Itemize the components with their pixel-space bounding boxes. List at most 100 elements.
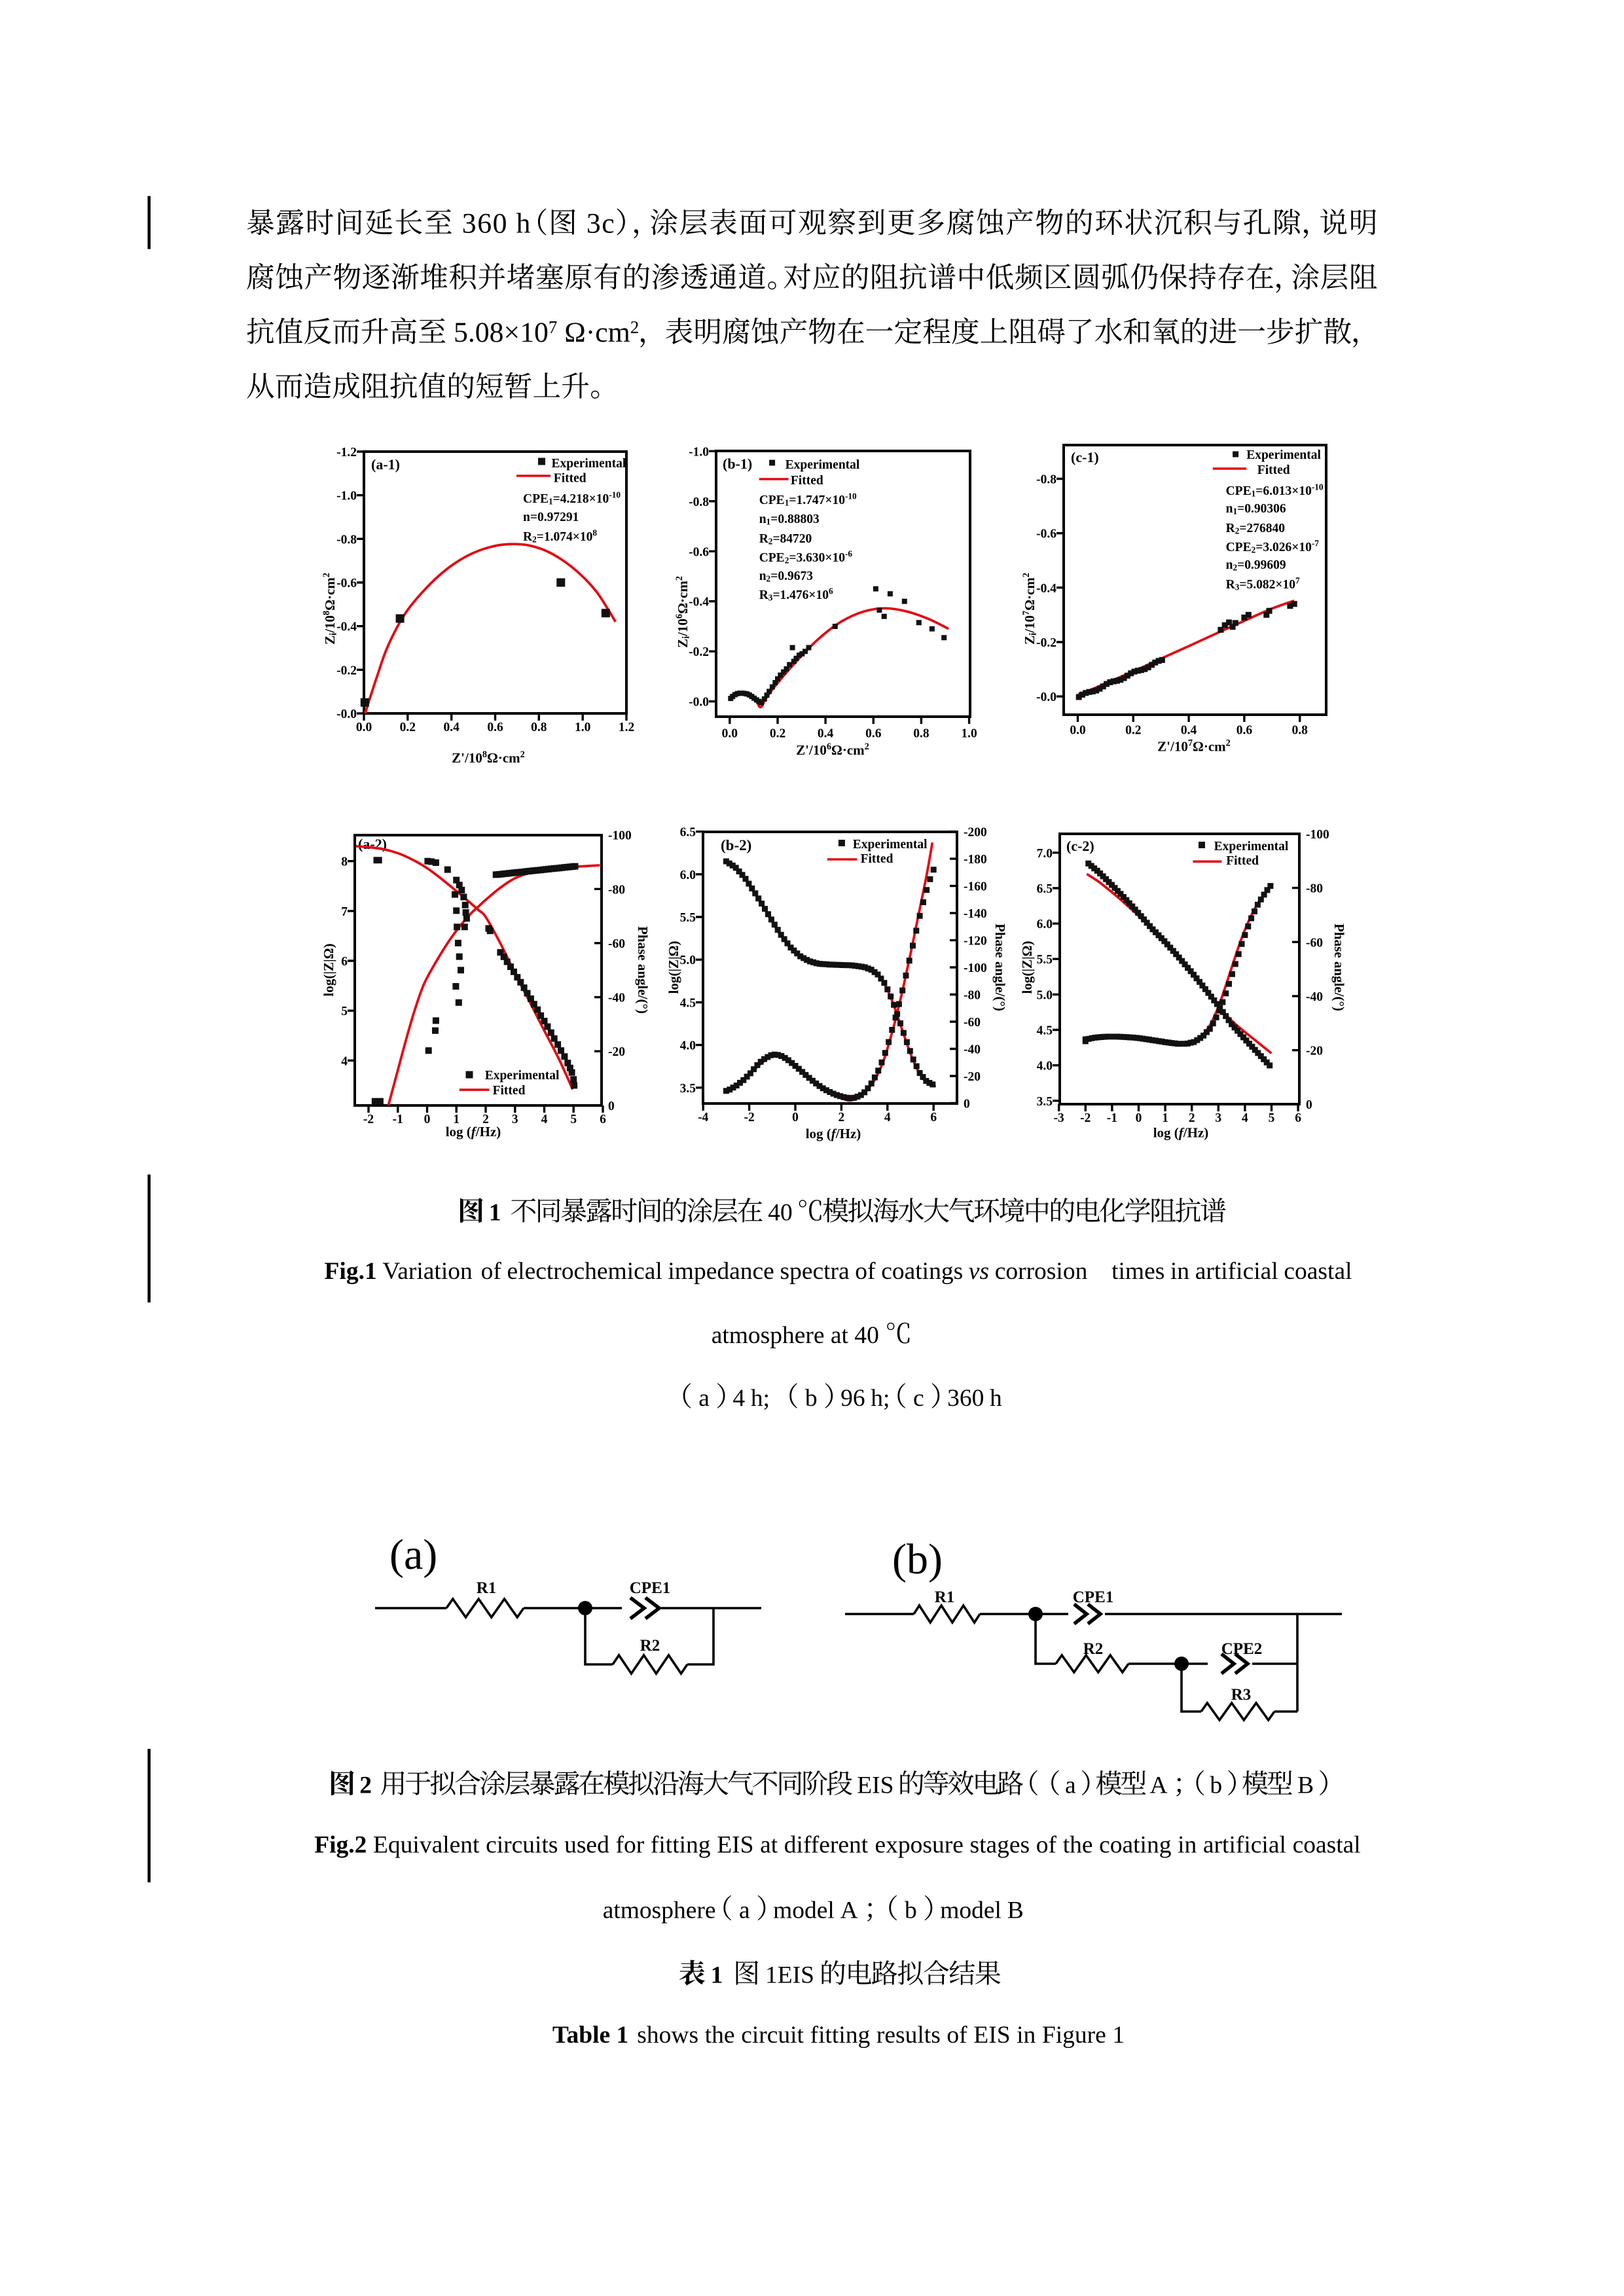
- svg-text:4.0: 4.0: [680, 1039, 696, 1053]
- svg-text:1.0: 1.0: [961, 727, 977, 741]
- svg-text:6.5: 6.5: [1037, 882, 1053, 896]
- svg-text:0.8: 0.8: [1292, 724, 1308, 738]
- svg-text:5: 5: [341, 1005, 348, 1018]
- svg-text:b: b: [805, 1385, 818, 1412]
- svg-text:1: 1: [1112, 2022, 1125, 2049]
- svg-text:of: of: [1036, 1832, 1057, 1859]
- svg-text:2: 2: [630, 317, 640, 337]
- svg-text:artificial: artificial: [1195, 1258, 1278, 1285]
- svg-text:the: the: [705, 2022, 735, 2049]
- svg-text:2: 2: [839, 1111, 845, 1124]
- svg-text:-60: -60: [608, 937, 625, 951]
- svg-text:6: 6: [477, 208, 492, 240]
- svg-text:-3: -3: [1054, 1111, 1064, 1125]
- svg-text:3.5: 3.5: [1037, 1095, 1053, 1109]
- svg-text:EIS: EIS: [717, 1832, 753, 1859]
- svg-text:Experimental: Experimental: [1246, 448, 1321, 462]
- svg-text:model: model: [773, 1897, 835, 1924]
- svg-text:h: h: [516, 208, 531, 240]
- svg-text:8: 8: [490, 317, 504, 348]
- svg-text:-0.2: -0.2: [689, 645, 709, 659]
- svg-text:-20: -20: [1306, 1045, 1323, 1058]
- svg-text:b: b: [905, 1897, 917, 1924]
- svg-text:0: 0: [1306, 1098, 1312, 1112]
- svg-text:-4: -4: [698, 1111, 708, 1124]
- svg-text:-2: -2: [744, 1111, 754, 1124]
- svg-text:used: used: [564, 1832, 609, 1859]
- svg-text:stages: stages: [970, 1832, 1030, 1859]
- svg-text:0.0: 0.0: [1070, 724, 1085, 738]
- svg-text:Fig.1: Fig.1: [325, 1258, 377, 1285]
- svg-text:-60: -60: [1306, 936, 1323, 950]
- svg-text:coastal: coastal: [1293, 1832, 1361, 1859]
- svg-text:4.0: 4.0: [1037, 1060, 1053, 1073]
- svg-text:4: 4: [541, 1113, 548, 1126]
- svg-text:40: 40: [854, 1322, 879, 1349]
- svg-text:Experimental: Experimental: [853, 838, 928, 852]
- svg-text:-120: -120: [964, 935, 987, 948]
- svg-text:a: a: [698, 1385, 710, 1412]
- svg-text:1: 1: [704, 1962, 729, 1989]
- svg-text:coatings: coatings: [881, 1258, 963, 1285]
- svg-text:h;: h;: [871, 1385, 890, 1412]
- svg-text:(b): (b): [892, 1535, 943, 1583]
- svg-text:Fitted: Fitted: [1226, 854, 1259, 868]
- svg-text:3: 3: [462, 208, 477, 240]
- svg-text:n2​=0.9673: n2​=0.9673: [759, 569, 814, 583]
- svg-text:CPE1​=4.218×10-10​: CPE1​=4.218×10-10​: [523, 490, 621, 507]
- svg-text:-0.6: -0.6: [689, 545, 709, 559]
- svg-text:6: 6: [1295, 1111, 1301, 1125]
- svg-text:EIS: EIS: [851, 1772, 900, 1799]
- svg-text:n=0.97291: n=0.97291: [523, 511, 579, 524]
- svg-text:-0.0: -0.0: [1036, 691, 1056, 704]
- svg-text:-80: -80: [608, 883, 625, 897]
- svg-text:7.0: 7.0: [1037, 847, 1053, 861]
- svg-text:R2: R2: [640, 1637, 660, 1655]
- svg-text:-40: -40: [608, 992, 625, 1005]
- svg-text:-160: -160: [964, 880, 987, 894]
- svg-text:-80: -80: [1306, 882, 1323, 896]
- svg-text:1.2: 1.2: [619, 721, 634, 734]
- svg-text:3: 3: [1215, 1111, 1221, 1125]
- svg-text:coating: coating: [1099, 1832, 1172, 1859]
- svg-text:-0.6: -0.6: [336, 577, 357, 590]
- svg-text:1: 1: [453, 1113, 460, 1126]
- svg-text:4.5: 4.5: [1037, 1024, 1053, 1038]
- svg-text:Zi​/107​Ω·cm2​: Zi​/107​Ω·cm2​: [1021, 573, 1039, 645]
- svg-text:A: A: [840, 1897, 858, 1924]
- svg-text:Experimental: Experimental: [552, 457, 626, 471]
- svg-text:0.2: 0.2: [400, 721, 416, 734]
- svg-text:0.8: 0.8: [913, 727, 929, 741]
- svg-text:of: of: [855, 1258, 876, 1285]
- svg-text:(b-1): (b-1): [723, 456, 752, 472]
- svg-text:-100: -100: [1306, 828, 1329, 842]
- svg-text:-0.2: -0.2: [336, 664, 357, 677]
- svg-text:corrosion: corrosion: [995, 1258, 1088, 1285]
- svg-text:-20: -20: [964, 1070, 981, 1084]
- svg-text:Ω: Ω: [564, 317, 586, 348]
- svg-text:Equivalent: Equivalent: [373, 1832, 480, 1859]
- svg-text:0.6: 0.6: [865, 727, 882, 741]
- svg-text:4.5: 4.5: [680, 996, 696, 1010]
- svg-text:Fitted: Fitted: [554, 472, 586, 486]
- svg-text:shows: shows: [637, 2022, 698, 2049]
- svg-text:of: of: [947, 2022, 967, 2049]
- svg-text:log (f/Hz): log (f/Hz): [1153, 1125, 1209, 1141]
- svg-text:-40: -40: [1306, 990, 1323, 1004]
- svg-text:1: 1: [1162, 1111, 1168, 1125]
- svg-text:0: 0: [475, 317, 490, 348]
- svg-text:c: c: [913, 1385, 924, 1412]
- svg-text:-0.6: -0.6: [1036, 528, 1056, 541]
- svg-text:-0.0: -0.0: [336, 708, 357, 721]
- svg-text:B: B: [1007, 1897, 1024, 1924]
- svg-text:Fitted: Fitted: [791, 474, 823, 488]
- svg-text:Figure: Figure: [1042, 2022, 1106, 2049]
- svg-text:different: different: [784, 1832, 869, 1859]
- svg-text:h;: h;: [751, 1385, 770, 1412]
- svg-text:log(|Z|Ω): log(|Z|Ω): [321, 944, 336, 997]
- svg-text:R2​=1.074×108​: R2​=1.074×108​: [523, 528, 597, 545]
- svg-text:6: 6: [930, 1111, 937, 1124]
- svg-text:-200: -200: [964, 826, 987, 840]
- svg-text:40: 40: [762, 1200, 799, 1227]
- svg-text:3.5: 3.5: [680, 1082, 696, 1096]
